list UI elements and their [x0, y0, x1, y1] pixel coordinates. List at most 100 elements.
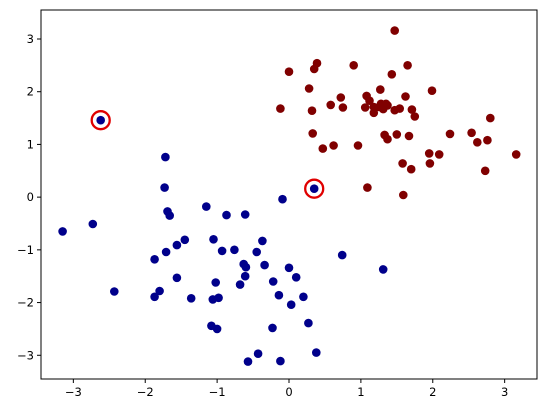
data-point-series-2 [88, 219, 98, 229]
data-point-series-1 [387, 70, 397, 79]
data-point-series-1 [403, 61, 412, 70]
data-point-series-2 [276, 356, 285, 366]
y-tick-label: −2 [17, 296, 34, 310]
data-point-series-1 [427, 86, 437, 95]
data-point-series-2 [252, 247, 261, 257]
data-point-series-2 [58, 227, 67, 236]
data-point-series-1 [398, 159, 407, 168]
data-point-series-1 [383, 134, 392, 144]
data-point-series-1 [392, 130, 402, 139]
highlight-layer [90, 110, 325, 199]
data-point-series-2 [208, 295, 218, 304]
data-point-series-2 [241, 262, 251, 272]
y-tick-label: −3 [17, 348, 34, 362]
data-point-series-1 [401, 92, 410, 101]
y-tick-label: −1 [17, 243, 34, 257]
data-point-series-1 [307, 106, 317, 115]
data-point-series-1 [383, 101, 392, 110]
data-point-series-2 [268, 277, 278, 286]
data-point-series-1 [511, 150, 521, 159]
x-axis: −3 −2 −1 0 1 2 3 [65, 379, 508, 399]
data-point-series-1 [336, 93, 346, 102]
data-point-series-2 [299, 292, 308, 302]
data-point-series-2 [150, 292, 159, 302]
data-point-series-2 [172, 273, 182, 283]
data-point-series-1 [473, 138, 482, 147]
data-point-series-1 [407, 105, 417, 114]
data-point-series-1 [404, 131, 414, 141]
data-point-series-1 [276, 104, 285, 113]
data-point-series-1 [304, 84, 314, 93]
data-point-series-2 [222, 210, 231, 220]
highlight-ring [304, 178, 325, 199]
data-point-series-2 [278, 194, 287, 204]
data-point-series-1 [424, 149, 434, 158]
data-point-series-1 [338, 103, 348, 112]
data-point-series-1 [390, 26, 400, 35]
points-layer [58, 26, 521, 366]
data-point-series-2 [165, 211, 174, 220]
data-point-series-2 [274, 290, 284, 300]
data-point-series-2 [243, 357, 253, 366]
data-point-series-2 [150, 254, 159, 264]
data-point-series-1 [329, 141, 338, 150]
data-point-series-2 [180, 235, 190, 245]
data-point-series-1 [369, 102, 379, 112]
data-point-series-1 [486, 113, 495, 123]
data-point-series-1 [308, 129, 318, 138]
x-tick-label: −2 [137, 385, 154, 399]
data-point-series-2 [268, 323, 277, 333]
data-point-series-1 [467, 128, 476, 138]
data-point-series-1 [365, 96, 374, 105]
data-point-series-2 [337, 250, 347, 260]
data-point-series-1 [376, 99, 386, 109]
data-point-series-1 [445, 129, 455, 139]
data-point-series-2 [161, 247, 171, 257]
data-point-series-1 [406, 164, 416, 174]
data-point-series-2 [161, 152, 170, 162]
data-point-series-2 [284, 263, 294, 273]
highlight-ring [90, 110, 111, 131]
y-tick-label: 1 [27, 137, 34, 151]
x-tick-label: 1 [357, 385, 364, 399]
y-tick-label: 3 [27, 32, 34, 46]
data-point-series-2 [211, 278, 220, 287]
data-point-series-2 [110, 287, 119, 296]
data-point-series-2 [291, 273, 301, 282]
data-point-series-2 [312, 348, 321, 357]
data-point-series-1 [284, 67, 294, 76]
x-tick-label: −3 [65, 385, 82, 399]
data-point-series-1 [376, 85, 385, 94]
data-point-series-2 [96, 115, 105, 125]
data-point-series-2 [209, 235, 218, 244]
data-point-series-1 [410, 112, 420, 121]
data-point-series-1 [434, 150, 444, 159]
data-point-series-2 [304, 318, 313, 328]
data-point-series-1 [318, 144, 328, 153]
data-point-series-2 [260, 260, 269, 270]
data-point-series-2 [286, 300, 296, 310]
x-tick-label: 3 [501, 385, 508, 399]
data-point-series-2 [202, 202, 211, 211]
data-point-series-2 [160, 183, 169, 192]
data-point-series-1 [360, 103, 370, 112]
data-point-series-2 [155, 286, 164, 296]
data-point-series-2 [230, 245, 239, 255]
x-tick-label: −1 [209, 385, 226, 399]
x-tick-label: 2 [429, 385, 436, 399]
data-point-series-1 [353, 141, 363, 150]
data-point-series-1 [309, 64, 319, 74]
data-point-series-1 [326, 100, 336, 110]
data-point-series-2 [186, 294, 196, 303]
x-tick-label: 0 [285, 385, 292, 399]
data-point-series-1 [349, 61, 359, 70]
data-point-series-1 [480, 166, 490, 176]
y-tick-label: 0 [27, 190, 34, 204]
data-point-series-2 [240, 210, 250, 219]
y-tick-label: 2 [27, 85, 34, 99]
data-point-series-1 [483, 135, 492, 145]
data-point-series-2 [309, 184, 319, 193]
data-point-series-2 [217, 246, 227, 256]
